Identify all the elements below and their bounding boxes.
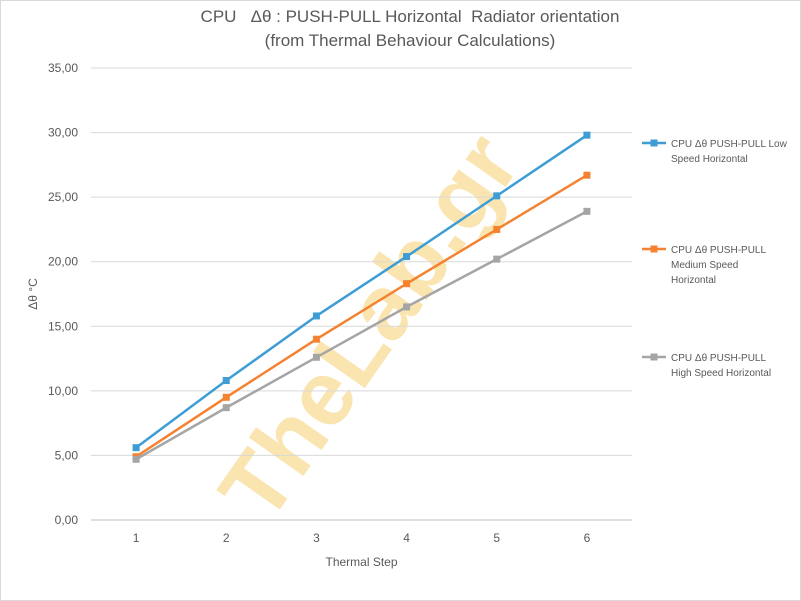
x-axis-title: Thermal Step: [325, 555, 397, 569]
y-tick-label: 0,00: [55, 513, 79, 527]
y-tick-label: 5,00: [55, 448, 79, 462]
data-point-marker: [312, 335, 320, 343]
legend-item: CPU Δθ PUSH-PULL Low Speed Horizontal: [642, 139, 788, 165]
x-tick-label: 3: [313, 531, 320, 545]
x-tick-label: 4: [403, 531, 410, 545]
data-point-marker: [132, 444, 140, 452]
data-point-marker: [312, 353, 320, 361]
legend-label: CPU Δθ PUSH-PULL Low: [671, 139, 788, 150]
legend-item: CPU Δθ PUSH-PULL Medium Speed Horizontal: [642, 245, 766, 286]
x-tick-label: 1: [133, 531, 140, 545]
chart-title-line: CPU Δθ : PUSH-PULL Horizontal Radiator o…: [201, 7, 620, 26]
data-point-marker: [583, 171, 591, 179]
series-group: [132, 131, 591, 463]
data-point-marker: [403, 280, 411, 288]
data-point-marker: [403, 253, 411, 261]
legend-marker: [650, 353, 658, 361]
chart-title: CPU Δθ : PUSH-PULL Horizontal Radiator o…: [201, 7, 620, 50]
x-tick-label: 5: [493, 531, 500, 545]
data-point-marker: [493, 255, 501, 263]
y-tick-label: 10,00: [48, 384, 78, 398]
data-point-marker: [132, 455, 140, 463]
data-point-marker: [312, 312, 320, 320]
chart-title-line: (from Thermal Behaviour Calculations): [265, 31, 556, 50]
data-point-marker: [222, 377, 230, 385]
data-point-marker: [222, 393, 230, 401]
data-point-marker: [493, 192, 501, 200]
series-line: [135, 134, 588, 449]
y-tick-label: 30,00: [48, 126, 78, 140]
legend-label: Medium Speed: [671, 260, 738, 271]
y-tick-label: 25,00: [48, 190, 78, 204]
data-point-marker: [493, 225, 501, 233]
x-tick-label: 2: [223, 531, 230, 545]
series-line: [135, 174, 588, 458]
data-point-marker: [583, 207, 591, 215]
gridlines: [91, 67, 632, 521]
data-point-marker: [222, 404, 230, 412]
y-tick-label: 35,00: [48, 61, 78, 75]
y-tick-label: 20,00: [48, 255, 78, 269]
data-point-marker: [403, 303, 411, 311]
legend-marker: [650, 245, 658, 253]
y-tick-label: 15,00: [48, 319, 78, 333]
x-tick-label: 6: [584, 531, 591, 545]
series-line: [135, 210, 588, 461]
y-axis-title: Δθ °C: [26, 278, 40, 310]
legend-item: CPU Δθ PUSH-PULL High Speed Horizontal: [642, 353, 771, 379]
axes: 0,00 5,00 10,00 15,00 20,00 25,00 30,00 35,00 1 2…: [26, 61, 591, 569]
legend-label: CPU Δθ PUSH-PULL: [671, 245, 766, 256]
data-point-marker: [583, 131, 591, 139]
legend-label: CPU Δθ PUSH-PULL: [671, 353, 766, 364]
legend-marker: [650, 139, 658, 147]
legend-label: Speed Horizontal: [671, 154, 748, 165]
series-3: [132, 207, 591, 463]
legend-label: Horizontal: [671, 275, 716, 286]
legend-label: High Speed Horizontal: [671, 368, 771, 379]
series-1: [132, 131, 591, 452]
